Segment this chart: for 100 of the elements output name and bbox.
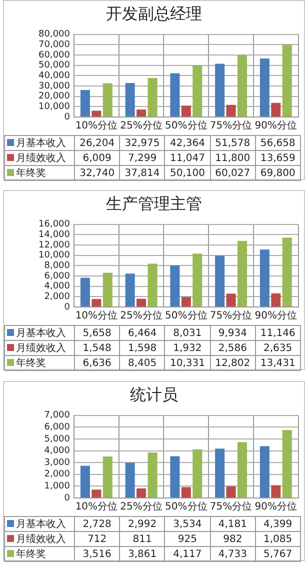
chart-title: 开发副总经理 [105, 3, 203, 25]
bar [80, 90, 90, 116]
data-label: 2,635 [255, 340, 300, 356]
data-label: 1,932 [164, 340, 210, 356]
bar [92, 490, 102, 498]
y-tick-label: 6,000 [44, 422, 70, 433]
data-label: 982 [210, 532, 256, 546]
data-label: 4,181 [210, 516, 256, 532]
data-label: 8,031 [164, 326, 210, 340]
bar [192, 254, 202, 306]
data-label: 1,598 [120, 340, 165, 356]
x-tick-label: 50%分位 [165, 120, 208, 132]
bar [170, 266, 180, 306]
data-label: 4,399 [255, 516, 300, 532]
data-label: 5,767 [255, 546, 300, 562]
bar [260, 446, 270, 498]
bar [102, 456, 112, 498]
bar [271, 102, 281, 116]
bar [170, 73, 180, 116]
bar [215, 448, 225, 498]
data-label: 60,027 [210, 166, 256, 180]
bar [181, 487, 191, 498]
legend-label: 年终奖 [4, 356, 74, 370]
data-label: 712 [74, 532, 120, 546]
x-tick-label: 25%分位 [120, 120, 162, 132]
bar [237, 55, 248, 116]
bar [92, 110, 102, 116]
x-tick-label: 90%分位 [254, 310, 298, 322]
data-label: 7,299 [120, 150, 165, 166]
y-tick-label: 3,000 [44, 458, 70, 468]
y-tick-label: 2,000 [44, 470, 70, 480]
y-tick-label: 16,000 [38, 220, 70, 230]
bar [125, 82, 135, 116]
bar [271, 485, 281, 498]
bar [136, 488, 146, 498]
x-tick-label: 10%分位 [75, 500, 118, 513]
bar [260, 249, 270, 306]
data-label: 3,516 [74, 546, 120, 562]
data-label: 4,117 [164, 546, 210, 562]
legend-label: 年终奖 [4, 546, 74, 562]
y-tick-label: 7,000 [44, 410, 70, 421]
x-tick-label: 75%分位 [210, 500, 252, 513]
y-tick-label: 2,000 [44, 292, 70, 302]
y-tick-label: 8,000 [44, 261, 70, 272]
data-label: 11,800 [210, 150, 256, 166]
x-tick-label: 10%分位 [75, 310, 118, 322]
y-tick-label: 0 [64, 112, 70, 122]
bar [92, 299, 102, 306]
bar [170, 456, 180, 498]
data-label: 37,814 [120, 166, 165, 180]
y-tick-label: 60,000 [38, 50, 70, 60]
x-tick-label: 25%分位 [120, 500, 162, 513]
legend-label: 月绩效收入 [4, 532, 74, 546]
bar [80, 278, 90, 306]
data-label: 2,586 [210, 340, 256, 356]
data-label: 50,100 [164, 166, 210, 180]
data-label: 56,658 [255, 136, 300, 150]
x-tick-label: 90%分位 [254, 500, 298, 513]
bar [237, 240, 248, 306]
y-tick-label: 0 [64, 302, 70, 312]
y-tick-label: 70,000 [38, 40, 70, 50]
data-label: 32,975 [120, 136, 165, 150]
bar [226, 104, 236, 116]
legend-label: 月基本收入 [4, 516, 74, 532]
y-tick-label: 30,000 [38, 81, 70, 92]
data-label: 9,934 [210, 326, 256, 340]
bar [192, 449, 202, 498]
bar [125, 274, 135, 306]
data-label: 5,658 [74, 326, 120, 340]
y-tick-label: 4,000 [44, 446, 70, 456]
y-tick-label: 5,000 [44, 434, 70, 444]
y-tick-label: 6,000 [44, 271, 70, 282]
data-label: 69,800 [255, 166, 300, 180]
data-label: 42,364 [164, 136, 210, 150]
bar [136, 298, 146, 306]
bar [80, 466, 90, 498]
x-tick-label: 25%分位 [120, 310, 162, 322]
bar [181, 297, 191, 306]
bar [260, 58, 270, 116]
data-label: 26,204 [74, 136, 120, 150]
data-label: 51,578 [210, 136, 256, 150]
y-tick-label: 20,000 [38, 92, 70, 102]
bar [215, 256, 225, 306]
data-label: 6,464 [120, 326, 165, 340]
bar [181, 106, 191, 116]
chart-title: 统计员 [129, 384, 179, 406]
y-tick-label: 80,000 [38, 30, 70, 40]
bar [226, 486, 236, 498]
y-tick-label: 10,000 [38, 102, 70, 112]
y-tick-label: 50,000 [38, 60, 70, 71]
legend-label: 月基本收入 [4, 326, 74, 340]
data-label: 13,431 [255, 356, 300, 370]
y-tick-label: 12,000 [38, 240, 70, 250]
bar [148, 264, 158, 306]
y-tick-label: 4,000 [44, 282, 70, 292]
x-tick-label: 75%分位 [210, 120, 252, 132]
data-label: 811 [120, 532, 165, 546]
data-label: 6,636 [74, 356, 120, 370]
bar [102, 83, 112, 116]
legend-label: 月基本收入 [4, 136, 74, 150]
